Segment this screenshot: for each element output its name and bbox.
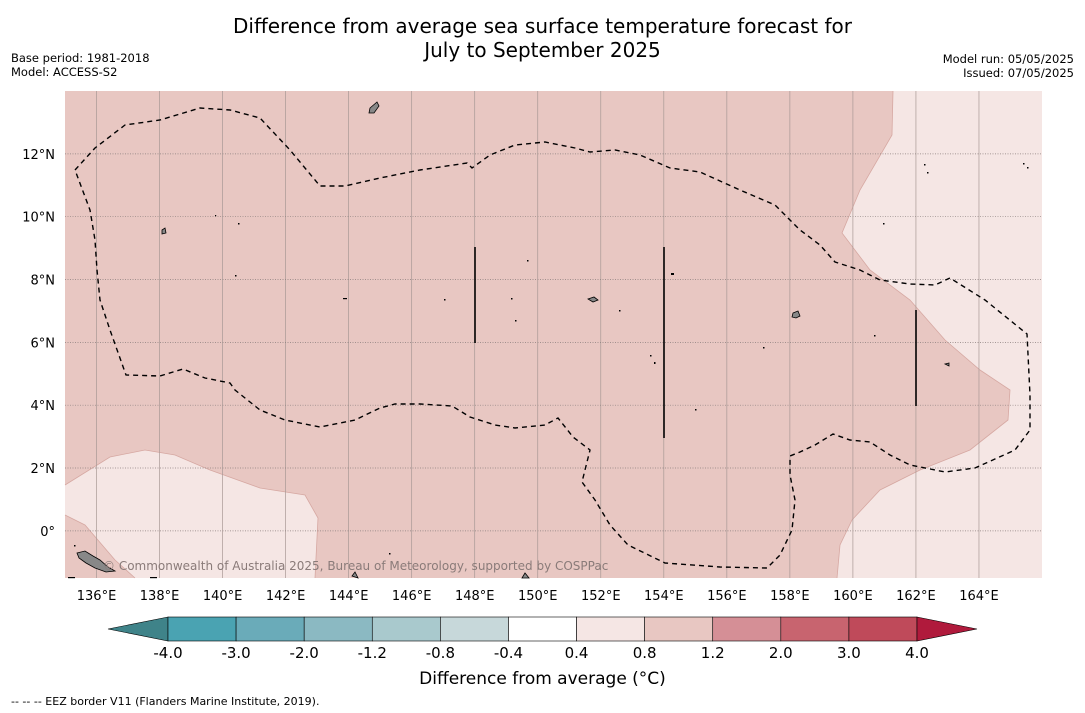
- map-title: Difference from average sea surface temp…: [0, 14, 1085, 62]
- colorbar-tick-label: -1.2: [358, 644, 387, 662]
- colorbar: -4.0 -3.0 -2.0 -1.2 -0.8 -0.4 0.4 0.8 1.2 2.0 3.0 4…: [107, 616, 978, 662]
- eez-border: [74, 107, 1031, 569]
- lon-tick-label: 158°E: [770, 589, 810, 604]
- lon-tick-label: 142°E: [266, 589, 306, 604]
- colorbar-tick-label: -2.0: [290, 644, 319, 662]
- lon-tick-label: 156°E: [707, 589, 747, 604]
- lat-tick-label: 6°N: [31, 336, 56, 351]
- lon-tick-label: 150°E: [518, 589, 558, 604]
- lat-tick-label: 8°N: [31, 274, 56, 289]
- title-line-1: Difference from average sea surface temp…: [232, 14, 852, 38]
- lat-tick-label: 0°: [40, 525, 55, 540]
- colorbar-segment: [303, 616, 373, 642]
- colorbar-segment: [167, 616, 237, 642]
- island-south-2: [351, 571, 359, 579]
- lon-tick-label: 152°E: [581, 589, 621, 604]
- lon-tick-label: 146°E: [392, 589, 432, 604]
- colorbar-extend-low: [107, 616, 169, 642]
- colorbar-tick-label: 3.0: [837, 644, 861, 662]
- colorbar-segment: [644, 616, 714, 642]
- colorbar-tick-label: -4.0: [153, 644, 182, 662]
- lat-tick-label: 4°N: [31, 399, 56, 414]
- colorbar-tick-label: 0.8: [633, 644, 657, 662]
- colorbar-segment: [235, 616, 305, 642]
- colorbar-segment: [371, 616, 441, 642]
- lon-tick-label: 148°E: [455, 589, 495, 604]
- island-pohnpei: [791, 310, 801, 319]
- anomaly-region-east-light: [837, 91, 1042, 578]
- lon-tick-label: 140°E: [203, 589, 243, 604]
- longitude-axis: 136°E 138°E 140°E 142°E 144°E 146°E 148°E 150°E…: [77, 589, 999, 604]
- lon-tick-label: 162°E: [896, 589, 936, 604]
- lon-tick-label: 164°E: [959, 589, 999, 604]
- lat-tick-label: 2°N: [31, 462, 56, 477]
- islands: [76, 101, 950, 579]
- atolls: [68, 163, 1029, 579]
- colorbar-tick-label: 2.0: [769, 644, 793, 662]
- colorbar-tick-label: 1.2: [701, 644, 725, 662]
- island-guam: [368, 101, 380, 114]
- copyright-watermark: © Commonwealth of Australia 2025, Bureau…: [103, 559, 608, 573]
- model-run: Model run: 05/05/2025: [942, 52, 1074, 66]
- colorbar-segment: [508, 616, 577, 642]
- lon-tick-label: 138°E: [140, 589, 180, 604]
- colorbar-extend-high: [916, 616, 978, 642]
- anomaly-region-southwest-light: [65, 450, 318, 578]
- colorbar-segment: [848, 616, 918, 642]
- eez-legend-note: -- -- -- EEZ border V11 (Flanders Marine…: [11, 695, 320, 708]
- colorbar-segment: [712, 616, 782, 642]
- colorbar-tick-label: -0.4: [494, 644, 523, 662]
- island-south-1: [521, 572, 530, 579]
- lon-tick-label: 154°E: [644, 589, 684, 604]
- colorbar-tick-label: 4.0: [905, 644, 929, 662]
- model-name: Model: ACCESS-S2: [11, 65, 118, 79]
- lat-tick-label: 10°N: [22, 211, 55, 226]
- colorbar-segment: [440, 616, 509, 642]
- latitude-axis: 12°N 10°N 8°N 6°N 4°N 2°N 0°: [22, 148, 55, 540]
- issued-date: Issued: 07/05/2025: [963, 66, 1074, 80]
- metadata-right: Model run: 05/05/2025 Issued: 07/05/2025: [943, 52, 1074, 80]
- colorbar-segment: [576, 616, 645, 642]
- metadata-left: Base period: 1981-2018 Model: ACCESS-S2: [11, 51, 150, 79]
- island-png-north: [76, 550, 117, 573]
- lon-tick-label: 144°E: [329, 589, 369, 604]
- colorbar-segment: [780, 616, 850, 642]
- island-kosrae: [943, 362, 950, 367]
- lat-tick-label: 12°N: [22, 148, 55, 163]
- island-chuuk: [587, 296, 599, 303]
- map-frame: © Commonwealth of Australia 2025, Bureau…: [64, 90, 1042, 579]
- island-yap: [161, 227, 167, 235]
- lon-tick-label: 160°E: [833, 589, 873, 604]
- colorbar-tick-label: 0.4: [565, 644, 589, 662]
- colorbar-label: Difference from average (°C): [419, 669, 666, 689]
- base-period: Base period: 1981-2018: [11, 51, 150, 65]
- colorbar-tick-label: -0.8: [426, 644, 455, 662]
- title-line-2: July to September 2025: [424, 38, 661, 62]
- colorbar-tick-label: -3.0: [221, 644, 250, 662]
- lon-tick-label: 136°E: [77, 589, 117, 604]
